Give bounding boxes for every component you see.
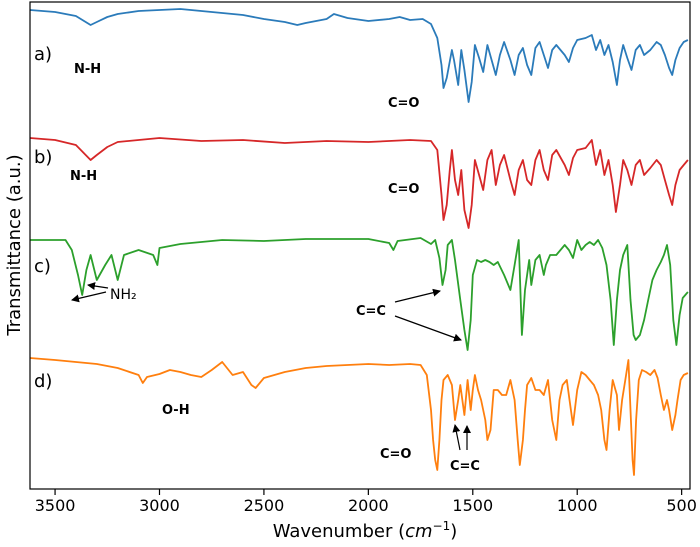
arrow-cc-c-2	[394, 315, 462, 342]
x-tick-label: 1000	[557, 496, 598, 515]
arrow-cc-d-1	[452, 424, 461, 451]
arrow-cc-c-1	[394, 288, 441, 303]
spectrum-line-c	[30, 237, 689, 351]
annotation-cc-c: C=C	[356, 304, 386, 319]
x-tick-label: 500	[666, 496, 697, 515]
panel-label-b: b)	[34, 147, 52, 168]
spectrum-line-a	[29, 8, 689, 103]
arrow-nh2-1	[71, 291, 107, 303]
panel-label-d: d)	[34, 371, 52, 392]
annotation-nh-b: N-H	[70, 169, 97, 184]
series-layer	[29, 8, 689, 476]
x-tick-label: 2000	[348, 496, 389, 515]
annotation-co-a: C=O	[388, 96, 419, 111]
x-tick-label: 1500	[452, 496, 493, 515]
x-tick-label: 3500	[35, 496, 76, 515]
panel-label-a: a)	[34, 44, 52, 65]
x-tick-label: 3000	[139, 496, 180, 515]
annotation-cc-d: C=C	[450, 459, 480, 474]
x-ticks: 3500 3000 2500 2000 1500 1000 500	[35, 489, 697, 515]
annotation-nh2-c: NH₂	[110, 287, 137, 303]
plot-frame	[29, 1, 691, 490]
spectrum-line-d	[29, 357, 689, 476]
y-axis-title: Transmittance (a.u.)	[4, 154, 25, 336]
panel-label-c: c)	[34, 256, 51, 277]
x-axis-title: Wavenumber (cm−1)	[273, 519, 458, 542]
arrow-nh2-2	[87, 282, 109, 290]
annotation-co-b: C=O	[388, 182, 419, 197]
x-tick-label: 2500	[244, 496, 285, 515]
annotation-nh-a: N-H	[74, 62, 101, 77]
annotation-oh-d: O-H	[162, 403, 190, 418]
annotation-co-d: C=O	[380, 447, 411, 462]
spectrum-line-b	[29, 137, 689, 229]
